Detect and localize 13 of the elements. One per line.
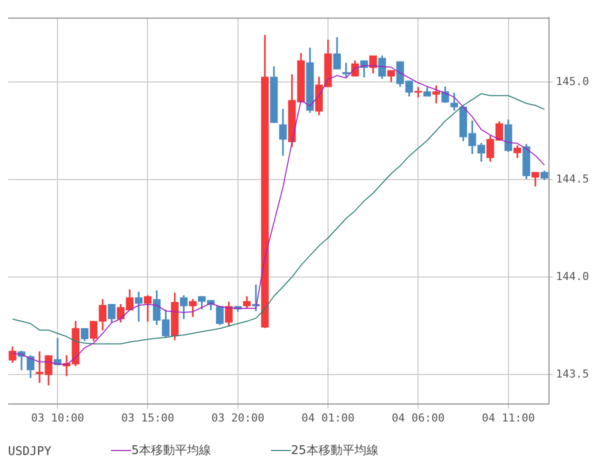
x-tick-label: 04 11:00 bbox=[482, 411, 535, 424]
y-tick-label: 144.5 bbox=[556, 172, 590, 186]
legend-label: 25本移動平均線 bbox=[291, 442, 378, 459]
x-tick-label: 04 01:00 bbox=[302, 411, 355, 424]
y-tick-label: 143.5 bbox=[556, 367, 590, 380]
x-tick-label: 03 20:00 bbox=[211, 411, 264, 424]
x-tick-label: 03 15:00 bbox=[121, 411, 174, 424]
y-tick-label: 144.0 bbox=[556, 270, 590, 283]
x-tick-label: 03 10:00 bbox=[31, 411, 84, 424]
text: USDJPY bbox=[8, 444, 52, 458]
legend-label: 5本移動平均線 bbox=[131, 442, 211, 459]
x-tick-label: 04 06:00 bbox=[392, 411, 445, 424]
y-tick-label: 145.0 bbox=[556, 74, 590, 88]
